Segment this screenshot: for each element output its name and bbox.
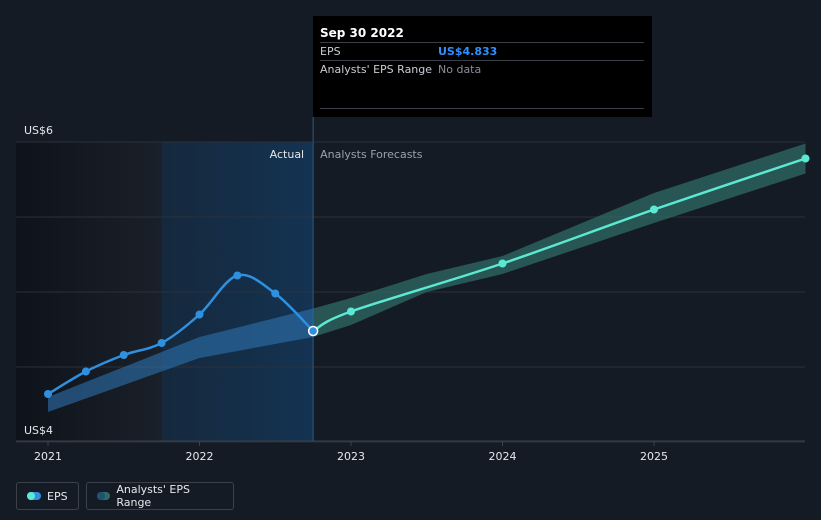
tooltip-eps-value: US$4.833 (438, 45, 498, 58)
eps-point-actual (44, 390, 52, 398)
range-band-forecast (313, 143, 806, 337)
x-tick-label: 2025 (640, 450, 668, 463)
tooltip-range-label: Analysts' EPS Range (320, 63, 433, 76)
eps-point-highlighted (307, 325, 319, 337)
legend-range-toggle[interactable]: Analysts' EPS Range (86, 482, 234, 510)
range-band-actual (48, 308, 314, 412)
eps-swatch-icon (27, 492, 41, 500)
legend-eps-toggle[interactable]: EPS (16, 482, 79, 510)
x-tick-label: 2021 (34, 450, 62, 463)
legend-eps-label: EPS (47, 489, 68, 503)
eps-point-actual (271, 289, 280, 298)
eps-point-actual (81, 367, 90, 376)
tooltip-range-value: No data (438, 63, 482, 76)
range-swatch-icon (97, 492, 111, 500)
tooltip-row-range: Analysts' EPS Range No data (320, 60, 644, 78)
x-tick-label: 2022 (186, 450, 214, 463)
tooltip-eps-label: EPS (320, 45, 341, 58)
x-tick-label: 2023 (337, 450, 365, 463)
tooltip-row-eps: EPS US$4.833 (320, 42, 644, 60)
y-tick-label: US$4 (24, 424, 53, 437)
legend-range-label: Analysts' EPS Range (116, 483, 190, 509)
tooltip-divider (320, 108, 644, 109)
tooltip: Sep 30 2022 EPS US$4.833 Analysts' EPS R… (313, 16, 652, 117)
eps-point-actual (195, 310, 204, 319)
eps-point-actual (157, 339, 166, 347)
eps-point-forecast (498, 259, 507, 268)
y-tick-label: US$6 (24, 124, 53, 137)
tooltip-date: Sep 30 2022 (320, 26, 404, 40)
eps-point-forecast (650, 205, 658, 214)
forecast-region-label: Analysts Forecasts (320, 148, 423, 161)
eps-point-actual (119, 351, 128, 359)
actual-region-label: Actual (270, 148, 304, 161)
eps-point-actual (233, 271, 242, 280)
eps-point-forecast (801, 154, 810, 163)
eps-point-forecast (347, 307, 355, 316)
x-tick-label: 2024 (489, 450, 517, 463)
